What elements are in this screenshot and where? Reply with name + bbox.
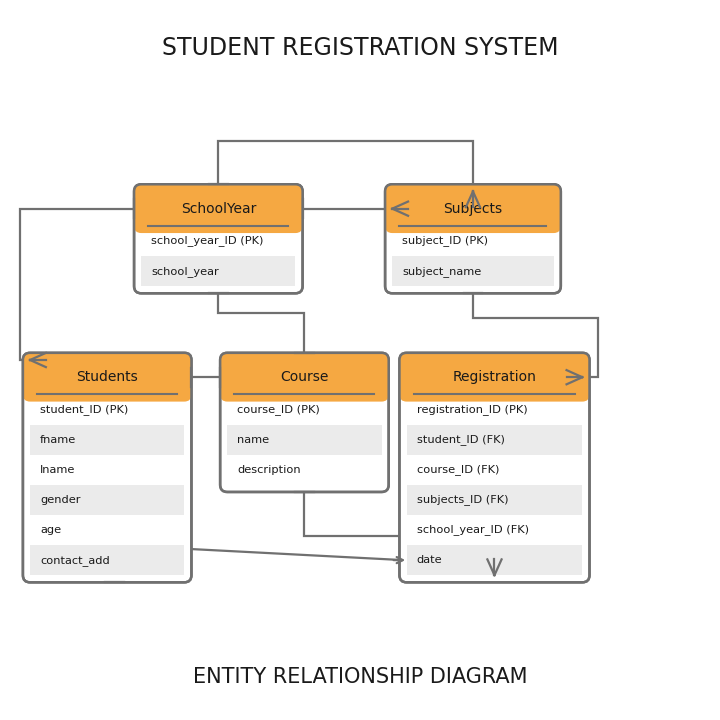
FancyBboxPatch shape [385, 184, 561, 233]
FancyBboxPatch shape [23, 353, 192, 582]
Bar [407, 485, 582, 515]
Bar [228, 454, 382, 485]
Text: gender: gender [40, 495, 81, 505]
Bar [407, 515, 582, 545]
Bar [392, 226, 554, 256]
FancyBboxPatch shape [385, 184, 561, 293]
Bar [141, 256, 295, 286]
Bar [414, 387, 575, 395]
FancyBboxPatch shape [220, 353, 389, 402]
FancyBboxPatch shape [400, 353, 590, 582]
Text: subjects_ID (FK): subjects_ID (FK) [417, 495, 508, 505]
Bar [30, 545, 184, 575]
Bar [141, 226, 295, 256]
Text: lname: lname [40, 464, 76, 474]
Text: age: age [40, 525, 61, 535]
Text: course_ID (PK): course_ID (PK) [238, 404, 320, 415]
Text: subject_name: subject_name [402, 266, 482, 276]
FancyBboxPatch shape [134, 184, 302, 233]
FancyBboxPatch shape [134, 184, 302, 293]
Text: STUDENT REGISTRATION SYSTEM: STUDENT REGISTRATION SYSTEM [162, 36, 558, 60]
Text: school_year: school_year [151, 266, 219, 276]
Bar [407, 454, 582, 485]
Bar [392, 256, 554, 286]
Text: date: date [417, 555, 442, 565]
Text: SchoolYear: SchoolYear [181, 202, 256, 216]
Text: Subjects: Subjects [444, 202, 503, 216]
Text: course_ID (FK): course_ID (FK) [417, 464, 499, 475]
Text: student_ID (FK): student_ID (FK) [417, 434, 505, 445]
Text: subject_ID (PK): subject_ID (PK) [402, 235, 488, 246]
Bar [407, 425, 582, 454]
Text: student_ID (PK): student_ID (PK) [40, 404, 128, 415]
Bar [30, 395, 184, 425]
Bar [407, 395, 582, 425]
Bar [235, 387, 374, 395]
Bar [400, 219, 546, 226]
Text: contact_add: contact_add [40, 554, 110, 565]
Bar [148, 219, 288, 226]
Bar [228, 425, 382, 454]
Bar [30, 425, 184, 454]
Bar [37, 387, 177, 395]
Text: Students: Students [76, 370, 138, 384]
Text: ENTITY RELATIONSHIP DIAGRAM: ENTITY RELATIONSHIP DIAGRAM [193, 667, 527, 687]
Bar [30, 485, 184, 515]
Text: school_year_ID (FK): school_year_ID (FK) [417, 525, 528, 536]
Text: description: description [238, 464, 301, 474]
FancyBboxPatch shape [400, 353, 590, 402]
Text: fname: fname [40, 435, 76, 445]
Text: school_year_ID (PK): school_year_ID (PK) [151, 235, 264, 246]
Bar [407, 545, 582, 575]
FancyBboxPatch shape [220, 353, 389, 492]
Text: registration_ID (PK): registration_ID (PK) [417, 404, 527, 415]
Bar [30, 515, 184, 545]
Text: Course: Course [280, 370, 328, 384]
Text: name: name [238, 435, 269, 445]
Bar [30, 454, 184, 485]
FancyBboxPatch shape [23, 353, 192, 402]
Bar [228, 395, 382, 425]
Text: Registration: Registration [453, 370, 536, 384]
